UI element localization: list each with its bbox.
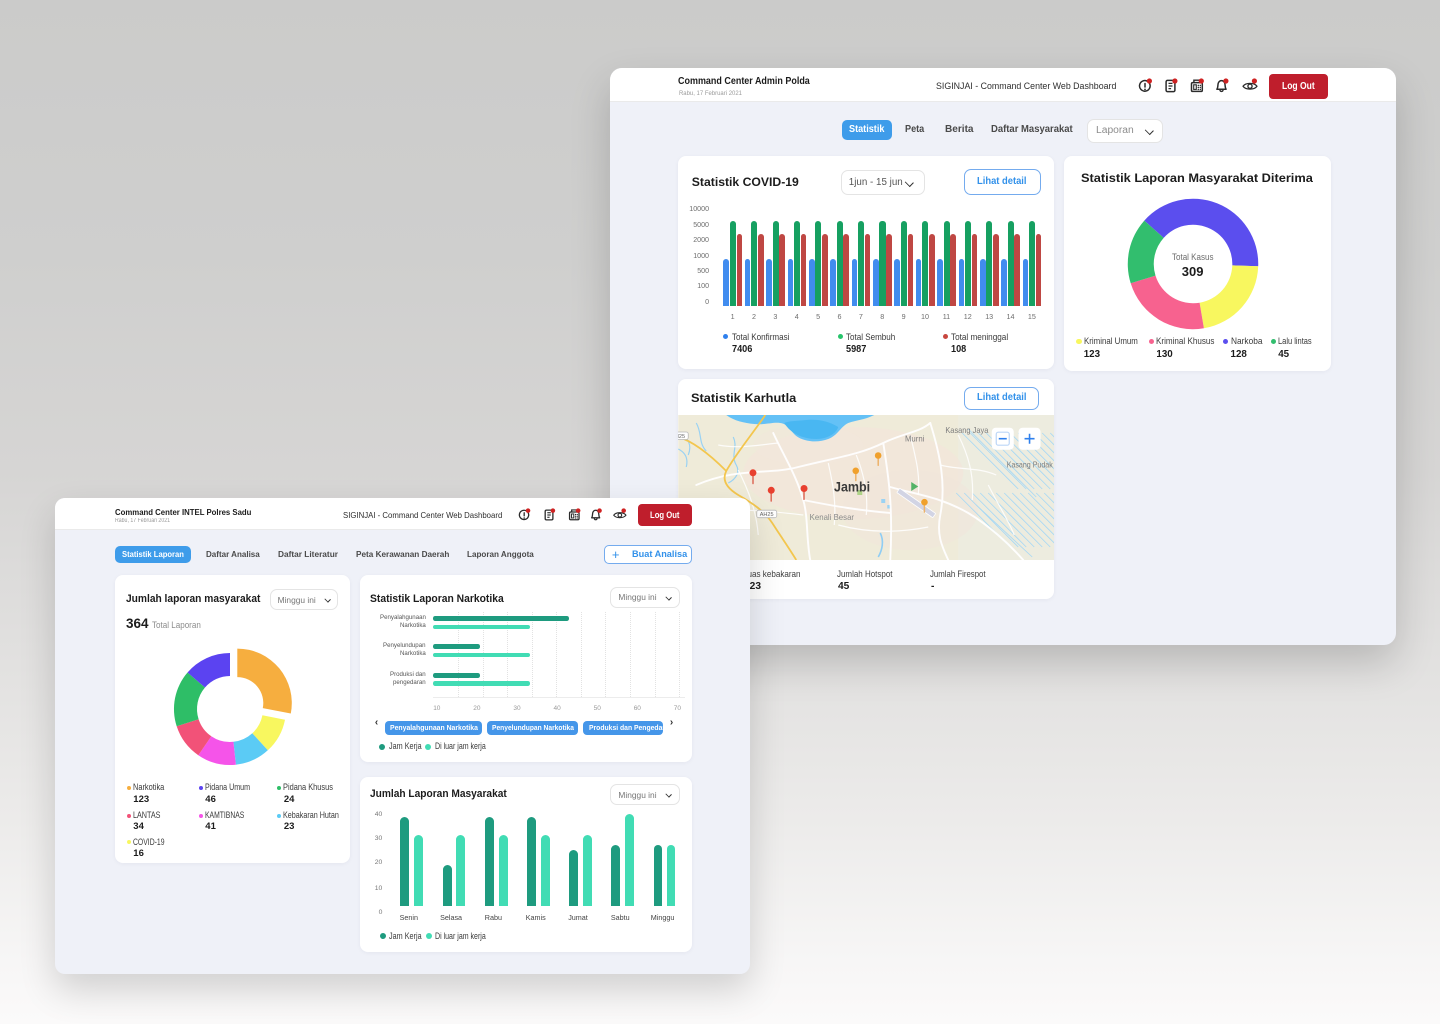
svg-text:AH25: AH25 <box>678 434 685 440</box>
svg-text:Kenali Besar: Kenali Besar <box>809 512 854 522</box>
svg-text:Kasang Pudak: Kasang Pudak <box>1006 460 1053 470</box>
svg-text:Jambi: Jambi <box>834 480 870 495</box>
svg-text:Murni: Murni <box>904 434 924 444</box>
svg-text:Kasang Jaya: Kasang Jaya <box>945 425 988 435</box>
svg-text:AH25: AH25 <box>759 512 773 518</box>
